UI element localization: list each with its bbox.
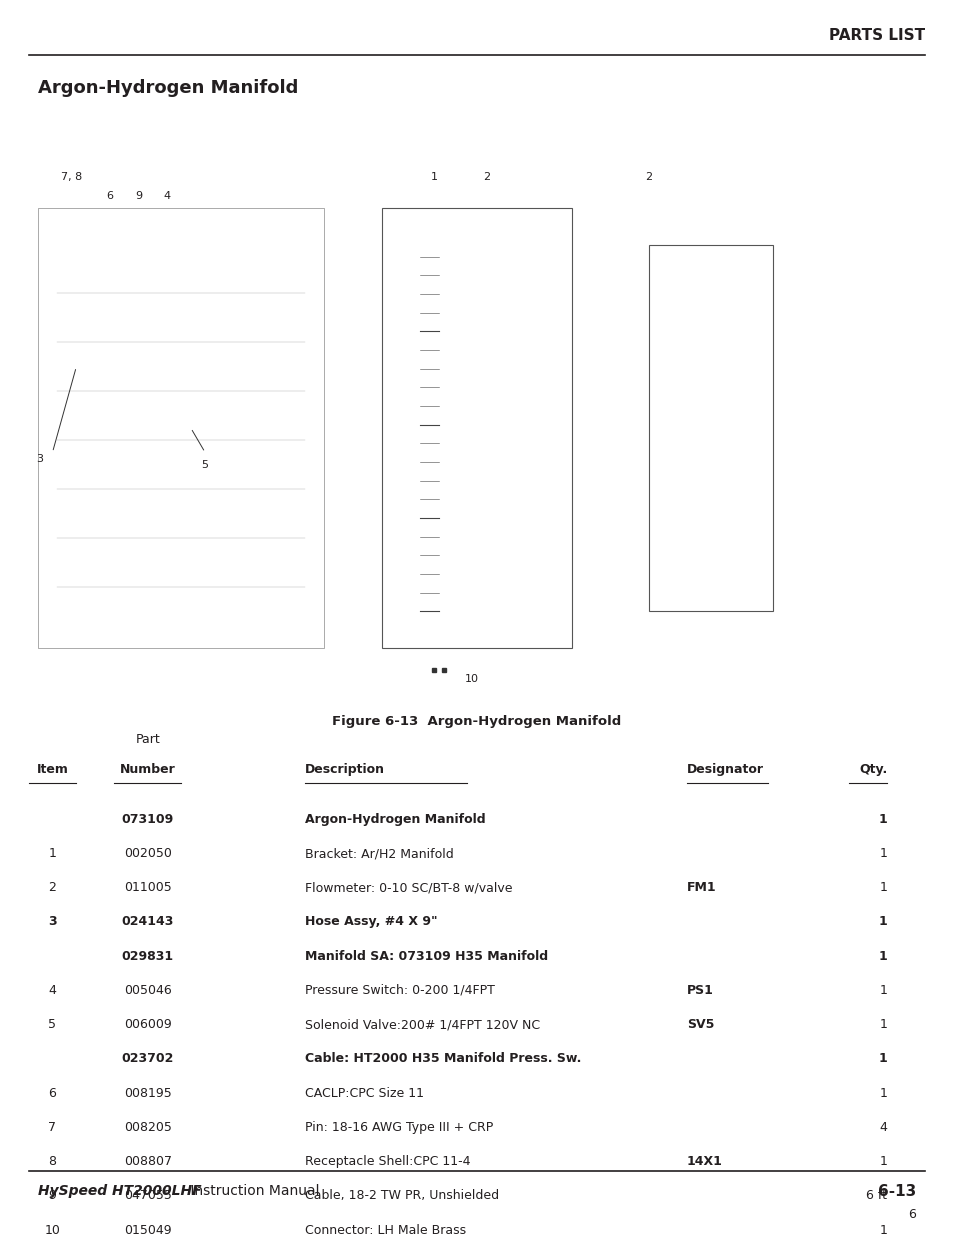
Text: SV5: SV5 bbox=[686, 1018, 714, 1031]
Text: 5: 5 bbox=[201, 459, 209, 469]
Text: 1: 1 bbox=[879, 882, 886, 894]
Text: 10: 10 bbox=[45, 1224, 60, 1235]
Text: 6: 6 bbox=[106, 190, 113, 200]
Text: 006009: 006009 bbox=[124, 1018, 172, 1031]
Text: 002050: 002050 bbox=[124, 847, 172, 860]
Text: 005046: 005046 bbox=[124, 984, 172, 997]
Text: 015049: 015049 bbox=[124, 1224, 172, 1235]
Text: 1: 1 bbox=[49, 847, 56, 860]
Text: 047055: 047055 bbox=[124, 1189, 172, 1203]
Text: 008807: 008807 bbox=[124, 1155, 172, 1168]
Text: 5: 5 bbox=[49, 1018, 56, 1031]
Text: Cable: HT2000 H35 Manifold Press. Sw.: Cable: HT2000 H35 Manifold Press. Sw. bbox=[305, 1052, 581, 1066]
Text: Argon-Hydrogen Manifold: Argon-Hydrogen Manifold bbox=[38, 79, 298, 98]
Text: Cable, 18-2 TW PR, Unshielded: Cable, 18-2 TW PR, Unshielded bbox=[305, 1189, 498, 1203]
Text: 8: 8 bbox=[49, 1155, 56, 1168]
Text: 008195: 008195 bbox=[124, 1087, 172, 1099]
Text: 1: 1 bbox=[879, 984, 886, 997]
Text: 7, 8: 7, 8 bbox=[61, 173, 82, 183]
Text: Connector: LH Male Brass: Connector: LH Male Brass bbox=[305, 1224, 466, 1235]
Text: 9: 9 bbox=[49, 1189, 56, 1203]
Text: 9: 9 bbox=[134, 190, 142, 200]
Text: 1: 1 bbox=[879, 1087, 886, 1099]
Text: 011005: 011005 bbox=[124, 882, 172, 894]
Text: 6-13: 6-13 bbox=[877, 1183, 915, 1199]
Text: 1: 1 bbox=[879, 1155, 886, 1168]
Text: 023702: 023702 bbox=[122, 1052, 173, 1066]
Text: 008205: 008205 bbox=[124, 1121, 172, 1134]
Text: 024143: 024143 bbox=[122, 915, 173, 929]
Text: Pin: 18-16 AWG Type III + CRP: Pin: 18-16 AWG Type III + CRP bbox=[305, 1121, 493, 1134]
Text: 1: 1 bbox=[879, 847, 886, 860]
Text: 1: 1 bbox=[878, 1052, 886, 1066]
Text: 10: 10 bbox=[465, 673, 478, 684]
Text: 1: 1 bbox=[878, 915, 886, 929]
Text: Figure 6-13  Argon-Hydrogen Manifold: Figure 6-13 Argon-Hydrogen Manifold bbox=[332, 715, 621, 729]
Text: 1: 1 bbox=[878, 950, 886, 963]
Text: Argon-Hydrogen Manifold: Argon-Hydrogen Manifold bbox=[305, 813, 485, 826]
Text: 6: 6 bbox=[49, 1087, 56, 1099]
Text: Solenoid Valve:200# 1/4FPT 120V NC: Solenoid Valve:200# 1/4FPT 120V NC bbox=[305, 1018, 539, 1031]
Bar bbox=[648, 245, 772, 611]
Text: Description: Description bbox=[305, 763, 385, 777]
Text: Flowmeter: 0-10 SC/BT-8 w/valve: Flowmeter: 0-10 SC/BT-8 w/valve bbox=[305, 882, 513, 894]
Text: 1: 1 bbox=[878, 813, 886, 826]
Text: 3: 3 bbox=[36, 453, 44, 463]
Text: Item: Item bbox=[36, 763, 69, 777]
Text: Hose Assy, #4 X 9": Hose Assy, #4 X 9" bbox=[305, 915, 437, 929]
Text: 6 ft: 6 ft bbox=[865, 1189, 886, 1203]
Text: 2: 2 bbox=[482, 173, 490, 183]
Text: PS1: PS1 bbox=[686, 984, 713, 997]
Text: Manifold SA: 073109 H35 Manifold: Manifold SA: 073109 H35 Manifold bbox=[305, 950, 548, 963]
Bar bbox=[29, 110, 924, 709]
Text: Instruction Manual: Instruction Manual bbox=[186, 1183, 319, 1198]
Text: 2: 2 bbox=[49, 882, 56, 894]
Text: 1: 1 bbox=[879, 1224, 886, 1235]
Text: 3: 3 bbox=[48, 915, 57, 929]
Text: 1: 1 bbox=[430, 173, 437, 183]
Text: Part: Part bbox=[135, 732, 160, 746]
Text: 4: 4 bbox=[879, 1121, 886, 1134]
Text: 6: 6 bbox=[907, 1208, 915, 1221]
Text: 1: 1 bbox=[879, 1018, 886, 1031]
Bar bbox=[38, 207, 324, 648]
Text: FM1: FM1 bbox=[686, 882, 716, 894]
Text: Receptacle Shell:CPC 11-4: Receptacle Shell:CPC 11-4 bbox=[305, 1155, 470, 1168]
Text: Qty.: Qty. bbox=[858, 763, 886, 777]
Text: 073109: 073109 bbox=[122, 813, 173, 826]
Text: Bracket: Ar/H2 Manifold: Bracket: Ar/H2 Manifold bbox=[305, 847, 454, 860]
Text: PARTS LIST: PARTS LIST bbox=[828, 28, 924, 43]
Text: 4: 4 bbox=[163, 190, 171, 200]
Text: 7: 7 bbox=[49, 1121, 56, 1134]
Text: 14X1: 14X1 bbox=[686, 1155, 722, 1168]
Text: Designator: Designator bbox=[686, 763, 763, 777]
Text: 029831: 029831 bbox=[122, 950, 173, 963]
Text: 2: 2 bbox=[644, 173, 652, 183]
Text: HySpeed HT2000LHF: HySpeed HT2000LHF bbox=[38, 1183, 202, 1198]
Bar bbox=[381, 207, 572, 648]
Text: Number: Number bbox=[120, 763, 175, 777]
Text: Pressure Switch: 0-200 1/4FPT: Pressure Switch: 0-200 1/4FPT bbox=[305, 984, 495, 997]
Text: 4: 4 bbox=[49, 984, 56, 997]
Text: CACLP:CPC Size 11: CACLP:CPC Size 11 bbox=[305, 1087, 424, 1099]
